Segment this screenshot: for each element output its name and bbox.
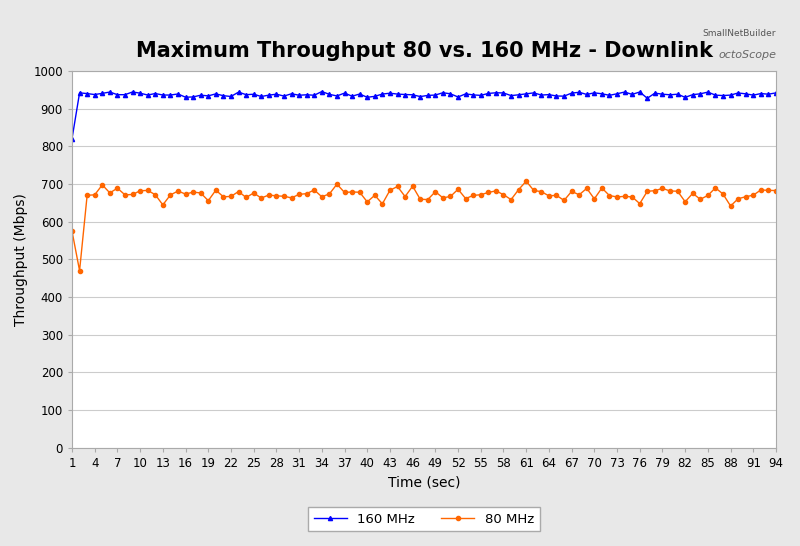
160 MHz	[498, 90, 508, 96]
Line: 160 MHz: 160 MHz	[70, 90, 778, 141]
160 MHz	[249, 91, 258, 98]
160 MHz	[771, 90, 781, 96]
80 MHz	[498, 191, 508, 198]
Legend: 160 MHz, 80 MHz: 160 MHz, 80 MHz	[309, 507, 539, 531]
Y-axis label: Throughput (Mbps): Throughput (Mbps)	[14, 193, 28, 326]
X-axis label: Time (sec): Time (sec)	[388, 476, 460, 489]
160 MHz	[605, 92, 614, 99]
160 MHz	[67, 135, 77, 142]
80 MHz	[771, 187, 781, 194]
160 MHz	[317, 88, 326, 95]
160 MHz	[188, 94, 198, 100]
80 MHz	[522, 178, 531, 185]
80 MHz	[67, 228, 77, 234]
Text: SmallNetBuilder: SmallNetBuilder	[702, 29, 776, 38]
Title: Maximum Throughput 80 vs. 160 MHz - Downlink: Maximum Throughput 80 vs. 160 MHz - Down…	[135, 41, 713, 61]
80 MHz	[347, 189, 357, 195]
160 MHz	[370, 93, 379, 99]
80 MHz	[612, 194, 622, 200]
160 MHz	[347, 93, 357, 99]
Text: octoScope: octoScope	[718, 50, 776, 60]
80 MHz	[74, 268, 84, 274]
80 MHz	[370, 192, 379, 199]
Line: 80 MHz: 80 MHz	[70, 179, 778, 273]
80 MHz	[196, 189, 206, 196]
80 MHz	[257, 195, 266, 201]
